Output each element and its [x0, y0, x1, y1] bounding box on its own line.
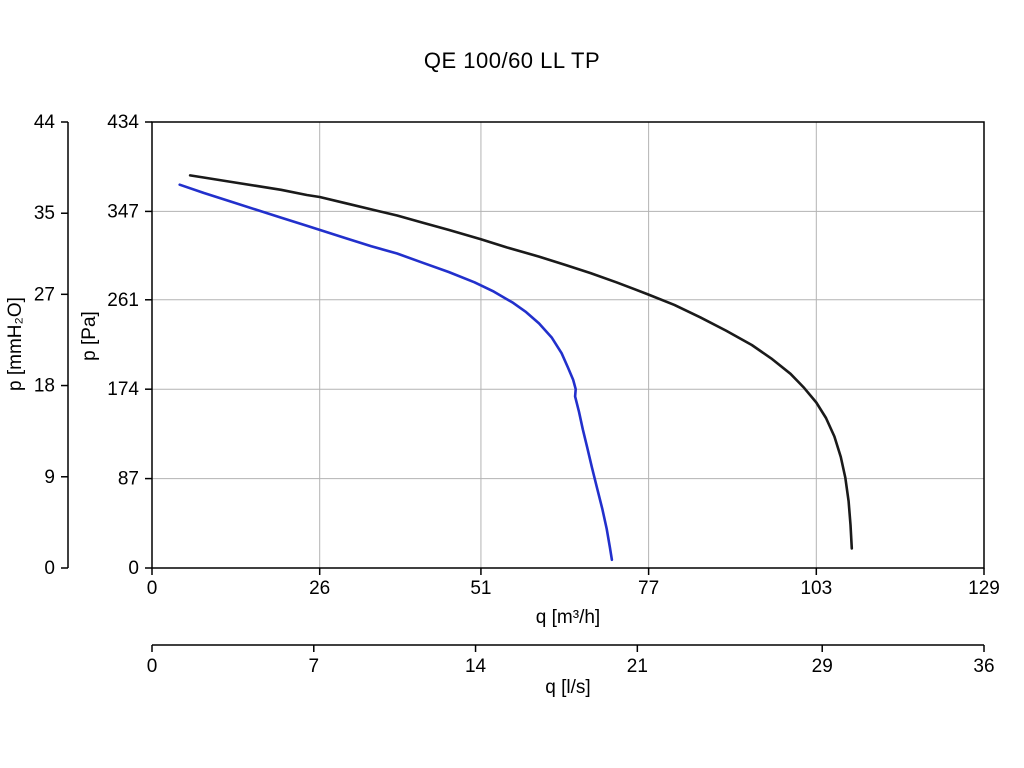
- plot-frame: [151, 121, 985, 569]
- y1-tick-label: 44: [34, 112, 56, 133]
- chart-title: QE 100/60 LL TP: [423, 48, 601, 73]
- y2-tick-label: 87: [118, 469, 139, 490]
- y1-tick-label: 18: [34, 376, 55, 397]
- x1-tick-label: 77: [638, 578, 659, 599]
- x1-tick-label: 26: [309, 578, 330, 599]
- y1-tick-label: 0: [44, 558, 55, 579]
- y2-tick-label: 0: [128, 558, 139, 579]
- x1-tick-label: 129: [968, 578, 1000, 599]
- y1-tick-label: 9: [44, 467, 55, 488]
- y2-tick-label: 261: [107, 290, 139, 311]
- y2-tick-label: 174: [107, 379, 139, 400]
- x2-tick-label: 7: [308, 656, 319, 677]
- x2-tick-label: 14: [465, 656, 487, 677]
- x-axis-label-ls: q [l/s]: [545, 677, 591, 698]
- series-curve-blue: [178, 183, 614, 562]
- x1-tick-label: 51: [470, 578, 491, 599]
- series-curve-black: [188, 174, 854, 550]
- x-axis-label-m3h: q [m³/h]: [535, 607, 601, 628]
- y-axis-label-pa: p [Pa]: [79, 311, 100, 361]
- x2-tick-label: 29: [812, 656, 833, 677]
- x1-tick-label: 103: [800, 578, 832, 599]
- y2-tick-label: 434: [107, 112, 139, 133]
- y2-tick-label: 347: [107, 201, 139, 222]
- y1-tick-label: 27: [34, 284, 55, 305]
- x2-tick-label: 0: [147, 656, 158, 677]
- x2-tick-label: 36: [973, 656, 994, 677]
- x2-tick-label: 21: [627, 656, 648, 677]
- x1-tick-label: 0: [147, 578, 158, 599]
- y-axis-label-mmh2o: p [mmH₂O]: [5, 297, 26, 391]
- y1-tick-label: 35: [34, 203, 55, 224]
